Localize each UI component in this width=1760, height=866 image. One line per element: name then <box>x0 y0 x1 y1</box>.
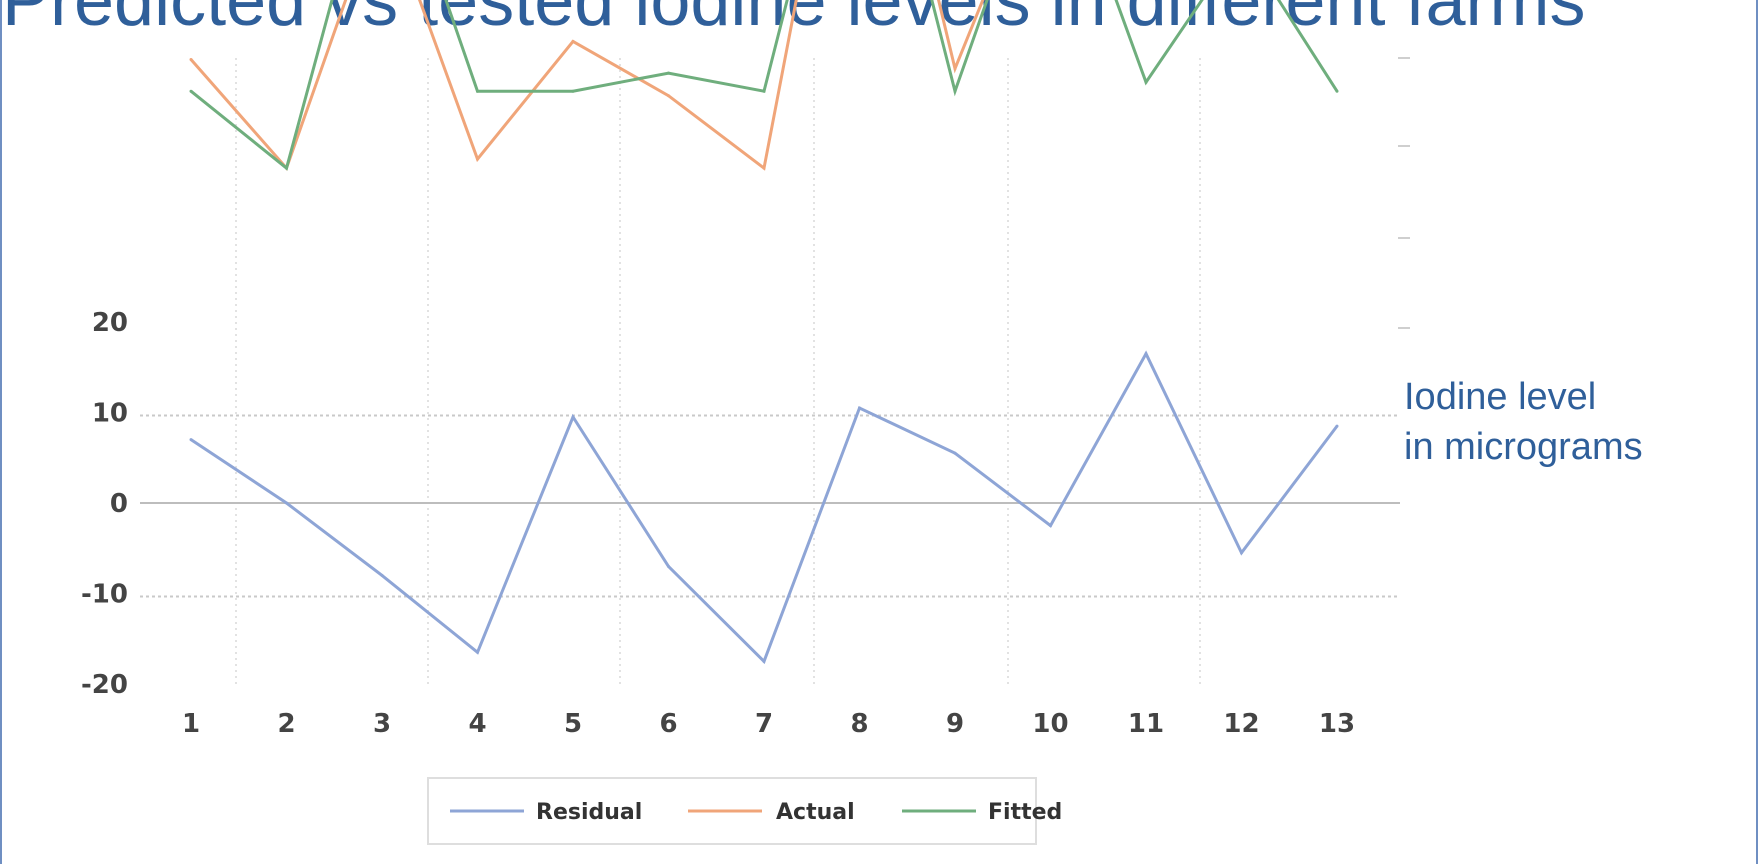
x-tick-label: 8 <box>850 709 868 739</box>
x-tick-label: 4 <box>468 709 486 739</box>
series-line-residual <box>190 350 1339 665</box>
data-point-fitted <box>667 71 670 75</box>
x-tick-label: 10 <box>1032 709 1068 739</box>
axis-unit-line-2: in micrograms <box>1404 426 1643 468</box>
data-point-residual <box>1335 424 1339 428</box>
x-tick-label: 2 <box>277 709 295 739</box>
data-point-residual <box>476 650 479 654</box>
x-tick-label: 5 <box>564 709 582 739</box>
data-point-residual <box>953 451 957 455</box>
data-point-fitted <box>1335 89 1339 93</box>
y-tick-label: 0 <box>110 489 128 519</box>
chart-grid <box>140 57 1410 688</box>
axis-unit-line-1: Iodine level <box>1404 376 1597 418</box>
legend-label-residual: Residual <box>536 800 642 825</box>
data-point-residual <box>285 501 288 505</box>
data-point-fitted <box>1144 80 1148 84</box>
data-point-residual <box>762 659 766 663</box>
y-tick-label: 10 <box>92 399 128 429</box>
y-tick-label: 20 <box>92 308 128 338</box>
series-line-fitted <box>190 0 1339 171</box>
data-point-residual <box>189 438 193 442</box>
data-point-residual <box>1144 352 1148 356</box>
data-point-residual <box>380 573 384 577</box>
x-tick-label: 6 <box>659 709 677 739</box>
data-point-actual <box>762 166 766 170</box>
x-tick-label: 9 <box>946 709 964 739</box>
data-point-residual <box>571 415 575 419</box>
axis-unit-label: Iodine level in micrograms <box>1404 372 1643 472</box>
x-tick-label: 3 <box>373 709 391 739</box>
data-point-actual <box>571 39 575 43</box>
data-point-residual <box>1049 524 1052 528</box>
data-point-residual <box>858 406 861 410</box>
data-point-residual <box>667 564 670 568</box>
data-point-fitted <box>762 89 766 93</box>
x-tick-label: 7 <box>755 709 773 739</box>
legend-label-actual: Actual <box>776 800 855 825</box>
data-point-actual <box>667 94 670 98</box>
chart-legend: Residual Actual Fitted <box>427 777 1062 845</box>
data-point-actual <box>953 67 957 71</box>
x-tick-label: 1 <box>182 709 200 739</box>
data-point-actual <box>189 58 193 61</box>
y-tick-label: -20 <box>81 670 128 700</box>
data-point-residual <box>1240 551 1243 555</box>
data-point-fitted <box>476 89 479 93</box>
chart-series <box>189 0 1339 665</box>
x-tick-label: 13 <box>1319 709 1355 739</box>
data-point-fitted <box>571 89 575 93</box>
data-point-fitted <box>285 166 288 170</box>
y-tick-label: -10 <box>81 580 128 610</box>
data-point-actual <box>476 157 479 161</box>
series-line-actual <box>189 0 985 172</box>
data-point-fitted <box>189 89 193 93</box>
x-tick-label: 12 <box>1223 709 1259 739</box>
legend-label-fitted: Fitted <box>988 800 1062 825</box>
data-point-fitted <box>953 89 957 93</box>
x-tick-label: 11 <box>1128 709 1164 739</box>
